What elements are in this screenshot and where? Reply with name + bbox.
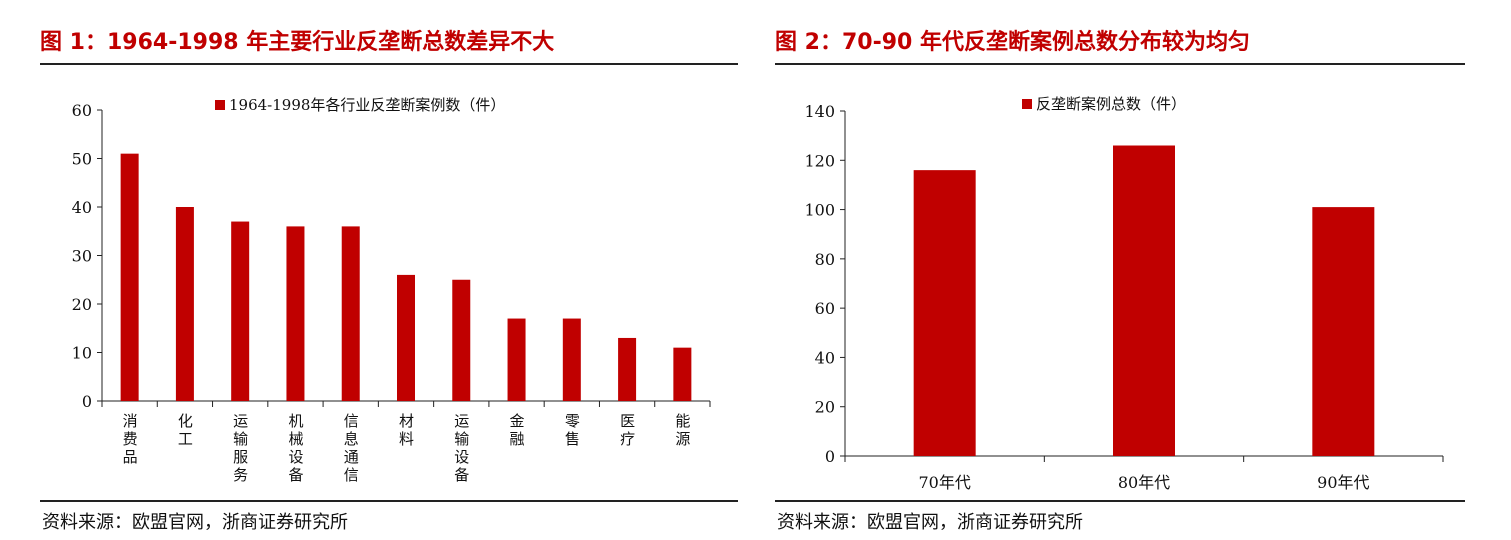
y-tick-label: 120 — [804, 151, 835, 170]
x-tick-label: 运输服务 — [231, 413, 249, 485]
bar — [1312, 207, 1375, 456]
y-tick-label: 80 — [815, 250, 835, 269]
x-tick-label: 运输设备 — [452, 413, 470, 485]
bar — [913, 170, 976, 456]
x-tick-label: 能源 — [673, 413, 691, 449]
y-tick-label: 60 — [815, 299, 835, 318]
x-tick-label: 70年代 — [918, 473, 970, 492]
bar — [1113, 145, 1175, 456]
bar — [397, 274, 415, 401]
y-tick-label: 0 — [825, 447, 835, 466]
y-tick-label: 50 — [72, 150, 92, 169]
bar — [231, 221, 250, 401]
y-tick-label: 20 — [815, 398, 835, 417]
x-tick-label: 机械设备 — [286, 413, 304, 485]
figure-1: 图 1：1964-1998 年主要行业反垄断总数差异不大 0 10 20 30 40 50… — [40, 0, 740, 540]
x-tick-label: 金融 — [508, 413, 526, 449]
x-tick-label: 信息通信 — [342, 413, 360, 485]
x-tick-label: 化工 — [176, 413, 194, 449]
figure-2-top-rule — [775, 63, 1465, 65]
figure-2-bottom-rule — [775, 500, 1465, 502]
figure-2: 图 2：70-90 年代反垄断案例总数分布较为均匀 0 20 40 60 80 100 12… — [775, 0, 1475, 540]
bar — [175, 207, 194, 401]
y-tick-label: 140 — [804, 102, 835, 121]
bar — [120, 153, 139, 401]
y-tick-label: 40 — [72, 198, 92, 217]
bar — [452, 279, 471, 401]
legend-swatch — [1022, 99, 1032, 109]
y-tick-label: 60 — [72, 101, 92, 120]
figure-1-chart: 0 10 20 30 40 50 60 消费品 化工 运输服务 机械设备 信息通信 材料 运输设备 金融 零售… — [72, 96, 711, 485]
figure-1-bottom-rule — [40, 500, 738, 502]
legend-label: 1964-1998年各行业反垄断案例数（件） — [229, 96, 505, 114]
x-tick-label: 医疗 — [618, 413, 636, 449]
y-tick-label: 100 — [804, 201, 835, 220]
figure-2-title: 图 2：70-90 年代反垄断案例总数分布较为均匀 — [775, 30, 1250, 55]
bar — [507, 318, 526, 401]
y-tick-label: 30 — [72, 247, 92, 266]
figure-1-top-rule — [40, 63, 738, 65]
bar — [673, 347, 692, 401]
figure-2-source: 资料来源：欧盟官网，浙商证券研究所 — [777, 512, 1083, 533]
figure-1-source: 资料来源：欧盟官网，浙商证券研究所 — [42, 512, 348, 533]
x-tick-label: 80年代 — [1118, 473, 1170, 492]
bar — [618, 337, 637, 401]
figure-1-title: 图 1：1964-1998 年主要行业反垄断总数差异不大 — [40, 30, 555, 55]
bar — [562, 318, 581, 401]
y-tick-label: 0 — [82, 392, 92, 411]
bar — [341, 226, 360, 401]
y-tick-label: 40 — [815, 348, 835, 367]
y-tick-label: 10 — [72, 344, 92, 363]
legend-label: 反垄断案例总数（件） — [1036, 95, 1186, 113]
bar — [286, 226, 305, 401]
x-tick-label: 材料 — [397, 413, 415, 449]
x-tick-label: 零售 — [563, 413, 581, 449]
y-tick-label: 20 — [72, 295, 92, 314]
legend-swatch — [215, 100, 225, 110]
x-tick-label: 90年代 — [1317, 473, 1369, 492]
x-tick-label: 消费品 — [121, 413, 139, 467]
figure-2-chart: 0 20 40 60 80 100 120 140 70年代 80年代 90年代 反垄断案例总数（件） — [804, 95, 1444, 492]
